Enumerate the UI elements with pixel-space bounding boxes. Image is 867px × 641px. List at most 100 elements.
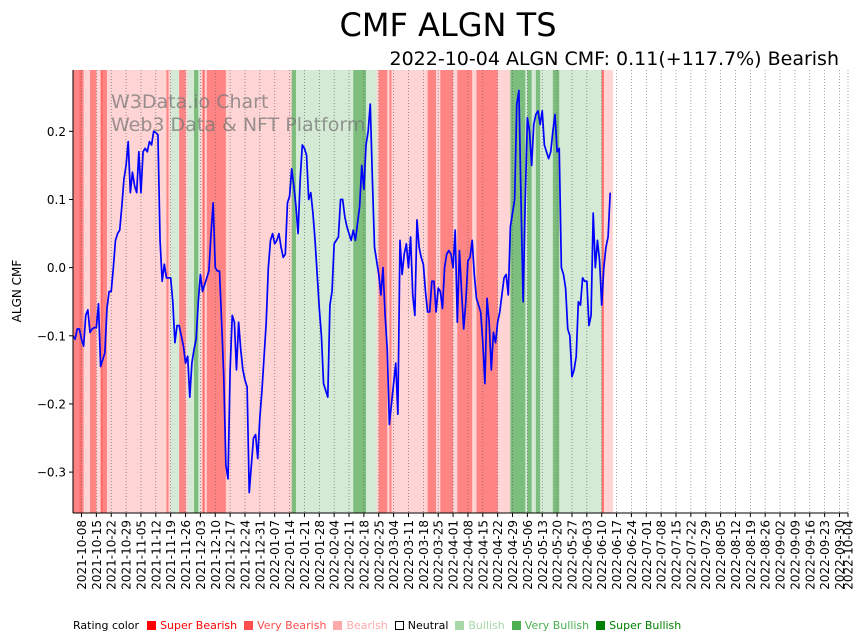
rating-band: [538, 70, 541, 513]
rating-band: [160, 70, 163, 513]
rating-band: [363, 70, 367, 513]
rating-band: [312, 70, 316, 513]
rating-band: [508, 70, 511, 513]
rating-band: [512, 70, 516, 513]
x-tick-label: 2022-02-25: [372, 520, 386, 590]
chart-subtitle: 2022-10-04 ALGN CMF: 0.11(+117.7%) Beari…: [389, 48, 839, 70]
x-tick-label: 2022-03-04: [387, 520, 401, 590]
watermark-line-1: W3Data.io Chart: [111, 91, 268, 113]
rating-band: [453, 70, 456, 513]
y-tick-label: −0.2: [37, 397, 66, 411]
rating-band: [353, 70, 356, 513]
x-tick-label: 2022-09-16: [803, 520, 817, 590]
x-tick-label: 2022-02-18: [357, 520, 371, 590]
rating-band: [202, 70, 206, 513]
rating-band: [145, 70, 148, 513]
rating-band: [302, 70, 306, 513]
x-tick-label: 2022-02-11: [343, 520, 357, 590]
rating-band: [276, 70, 280, 513]
rating-band: [491, 70, 495, 513]
rating-band: [308, 70, 312, 513]
rating-band: [450, 70, 454, 513]
legend-swatch: [511, 620, 521, 630]
x-tick-label: 2022-07-29: [699, 520, 713, 590]
rating-band: [425, 70, 429, 513]
rating-band: [588, 70, 592, 513]
x-tick-label: 2022-07-08: [655, 520, 669, 590]
rating-band: [463, 70, 467, 513]
x-tick-label: 2022-03-18: [417, 520, 431, 590]
rating-band: [487, 70, 490, 513]
rating-band: [147, 70, 151, 513]
rating-band: [546, 70, 550, 513]
rating-band: [264, 70, 267, 513]
rating-band: [571, 70, 575, 513]
rating-band: [240, 70, 244, 513]
rating-band: [319, 70, 323, 513]
rating-band: [408, 70, 412, 513]
rating-band: [102, 70, 106, 513]
rating-band: [342, 70, 346, 513]
y-tick-label: 0.2: [47, 125, 66, 139]
y-axis-ticks: −0.3 −0.2 −0.1 0.0 0.1 0.2: [37, 125, 73, 480]
rating-band: [552, 70, 556, 513]
rating-band: [597, 70, 601, 513]
rating-band: [461, 70, 465, 513]
watermark: W3Data.io Chart Web3 Data & NFT Platform: [111, 91, 365, 136]
rating-band: [77, 70, 80, 513]
legend-label: Super Bearish: [160, 618, 238, 632]
rating-band: [89, 70, 93, 513]
legend-swatch: [596, 620, 606, 630]
x-tick-label: 2022-05-20: [551, 520, 565, 590]
y-tick-label: 0.0: [47, 261, 66, 275]
x-tick-label: 2022-01-07: [268, 520, 282, 590]
x-tick-label: 2021-12-03: [194, 520, 208, 590]
legend-item: Bearish: [333, 619, 388, 632]
rating-band: [421, 70, 424, 513]
rating-band: [595, 70, 599, 513]
rating-band: [174, 70, 178, 513]
rating-band: [304, 70, 308, 513]
x-tick-label: 2022-06-17: [610, 520, 624, 590]
vertical-gridlines: [81, 70, 849, 513]
rating-band: [323, 70, 327, 513]
rating-band: [119, 70, 123, 513]
rating-band: [247, 70, 250, 513]
rating-band: [325, 70, 329, 513]
rating-band: [242, 70, 246, 513]
rating-band: [389, 70, 393, 513]
rating-band: [472, 70, 475, 513]
rating-band: [85, 70, 89, 513]
x-tick-label: 2022-08-05: [714, 520, 728, 590]
legend-item: Super Bullish: [596, 619, 681, 632]
x-tick-label: 2022-02-04: [328, 520, 342, 590]
rating-band: [361, 70, 365, 513]
rating-band: [244, 70, 248, 513]
rating-band: [315, 70, 318, 513]
x-tick-label: 2022-05-27: [565, 520, 579, 590]
rating-band: [136, 70, 140, 513]
rating-band: [191, 70, 195, 513]
rating-band: [278, 70, 282, 513]
x-tick-label: 2022-01-28: [313, 520, 327, 590]
rating-band: [204, 70, 208, 513]
rating-band: [467, 70, 471, 513]
y-tick-label: −0.3: [37, 466, 66, 480]
rating-band: [157, 70, 161, 513]
x-tick-label: 2022-07-15: [670, 520, 684, 590]
rating-band: [349, 70, 352, 513]
rating-band: [332, 70, 335, 513]
rating-band: [574, 70, 577, 513]
legend-swatch: [455, 620, 465, 630]
rating-band: [593, 70, 596, 513]
legend-swatch: [394, 620, 404, 630]
rating-band: [395, 70, 399, 513]
rating-band: [293, 70, 297, 513]
x-tick-label: 2022-03-11: [402, 520, 416, 590]
x-tick-label: 2021-12-10: [209, 520, 223, 590]
rating-band: [584, 70, 588, 513]
rating-band: [535, 70, 539, 513]
x-axis-ticks: 2021-10-08 2021-10-15 2021-10-22 2021-10-29…: [75, 513, 856, 590]
x-tick-label: 2021-10-29: [120, 520, 134, 590]
rating-band: [130, 70, 134, 513]
